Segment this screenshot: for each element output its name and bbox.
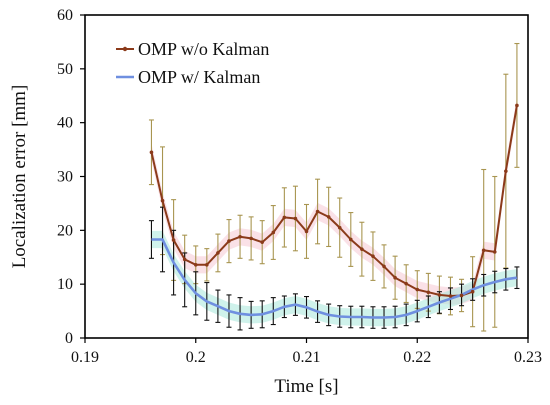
x-tick-label: 0.21 xyxy=(293,349,321,366)
data-point xyxy=(171,238,176,242)
data-point xyxy=(437,293,442,297)
data-point xyxy=(415,287,420,292)
data-point xyxy=(282,215,287,220)
data-point xyxy=(293,216,298,221)
legend-marker xyxy=(122,46,128,52)
data-point xyxy=(315,209,320,214)
data-point xyxy=(216,251,220,255)
data-point xyxy=(260,240,265,244)
data-point xyxy=(504,169,508,173)
y-axis-title: Localization error [mm] xyxy=(9,85,30,269)
y-tick-label: 0 xyxy=(65,330,73,347)
y-tick-label: 30 xyxy=(57,169,73,186)
y-tick-label: 50 xyxy=(57,61,73,78)
error-bands xyxy=(151,96,517,327)
data-point xyxy=(205,262,209,267)
data-point xyxy=(459,293,464,298)
data-point xyxy=(149,150,154,155)
data-point xyxy=(271,230,276,235)
data-point xyxy=(227,239,231,243)
series-markers xyxy=(149,103,519,298)
data-point xyxy=(426,290,431,295)
legend-label: OMP w/o Kalman xyxy=(138,39,269,59)
data-point xyxy=(448,294,453,298)
data-point xyxy=(182,257,187,262)
data-point xyxy=(349,237,353,242)
y-tick-label: 10 xyxy=(57,276,73,293)
data-point xyxy=(382,264,386,269)
data-point xyxy=(515,103,519,108)
data-point xyxy=(470,289,475,294)
x-axis-title: Time [s] xyxy=(274,376,338,397)
data-point xyxy=(238,234,242,239)
y-tick-label: 40 xyxy=(57,115,73,132)
data-point xyxy=(160,198,165,203)
axis-ticks: 0.19 0.2 0.21 0.22 0.23 0 10 20 30 40 50 60 xyxy=(57,7,542,366)
data-point xyxy=(492,250,497,254)
x-tick-label: 0.23 xyxy=(514,349,542,366)
y-tick-label: 60 xyxy=(57,7,73,24)
x-tick-label: 0.22 xyxy=(403,349,431,366)
data-point xyxy=(304,229,309,234)
data-point xyxy=(193,262,198,267)
data-point xyxy=(360,247,364,251)
x-tick-label: 0.2 xyxy=(186,349,206,366)
series-line xyxy=(151,238,518,319)
data-point xyxy=(249,236,253,241)
legend-label: OMP w/ Kalman xyxy=(138,67,260,87)
series-lines xyxy=(150,105,518,319)
y-tick-label: 20 xyxy=(57,222,73,239)
x-tick-label: 0.19 xyxy=(71,349,99,366)
data-point xyxy=(404,281,408,286)
legend: OMP w/o Kalman OMP w/ Kalman xyxy=(116,39,269,87)
series-band xyxy=(151,230,517,327)
data-point xyxy=(371,254,375,258)
data-point xyxy=(393,275,397,280)
data-point xyxy=(326,215,331,219)
data-point xyxy=(337,225,342,230)
data-point xyxy=(481,248,486,253)
